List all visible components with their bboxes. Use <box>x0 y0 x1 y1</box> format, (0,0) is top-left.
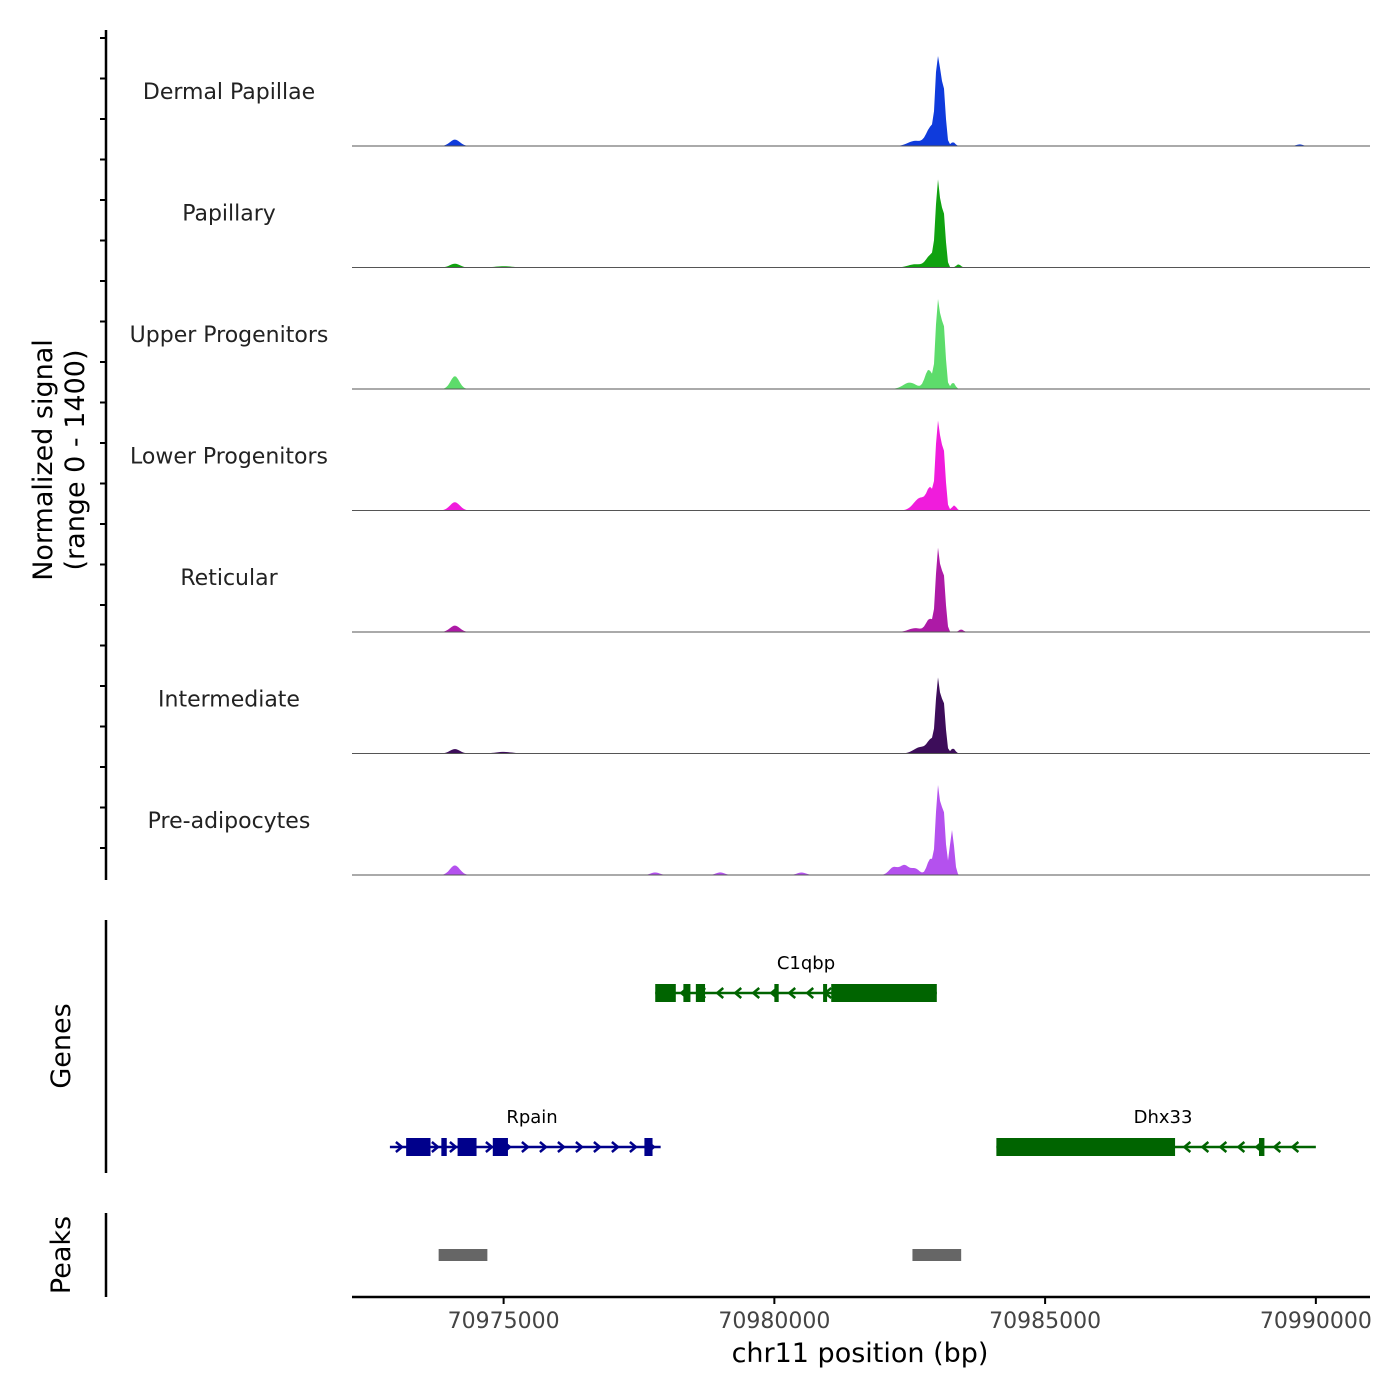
track-label: Pre-adipocytes <box>148 809 311 834</box>
gene-models: C1qbp Rpain Dhx33 <box>389 953 1316 1156</box>
strand-arrow <box>593 1141 602 1153</box>
strand-arrow <box>787 987 797 999</box>
signal-tracks: Dermal Papillae Papillary Upper Progenitor… <box>130 56 1370 876</box>
exon-block <box>492 1138 508 1156</box>
track-upper-progenitors: Upper Progenitors <box>130 299 1370 390</box>
x-axis: 70975000 70980000 70985000 70990000 chr11 p… <box>352 1295 1372 1369</box>
strand-arrow <box>1290 1141 1300 1153</box>
x-tick-label: 70975000 <box>448 1309 560 1334</box>
strand-arrow <box>521 1141 530 1153</box>
strand-arrow <box>557 1141 566 1153</box>
strand-arrow <box>485 1141 494 1153</box>
track-papillary: Papillary <box>182 179 1370 268</box>
signal-area <box>352 299 1370 389</box>
signal-area <box>352 785 1370 875</box>
strand-arrow <box>1272 1141 1282 1153</box>
exon-block <box>1258 1138 1265 1156</box>
track-reticular: Reticular <box>180 547 1370 633</box>
gene-label: Dhx33 <box>1134 1107 1193 1128</box>
gene-c1qbp: C1qbp <box>655 953 937 1002</box>
exon-block <box>441 1138 447 1156</box>
strand-arrow <box>449 1141 458 1153</box>
strand-arrow <box>715 987 725 999</box>
exon-block <box>644 1138 653 1156</box>
signal-area <box>352 56 1370 146</box>
track-intermediate: Intermediate <box>158 677 1370 754</box>
strand-arrow <box>575 1141 584 1153</box>
track-label: Papillary <box>182 202 276 227</box>
x-tick-label: 70980000 <box>718 1309 830 1334</box>
strand-arrow <box>805 987 815 999</box>
strand-arrow <box>1236 1141 1246 1153</box>
gene-label: C1qbp <box>777 953 835 974</box>
strand-arrow <box>629 1141 638 1153</box>
signal-area <box>352 179 1370 268</box>
strand-arrow <box>1200 1141 1210 1153</box>
peaks-panel: Peaks <box>46 1213 962 1297</box>
gene-dhx33: Dhx33 <box>996 1107 1316 1156</box>
strand-arrow <box>539 1141 548 1153</box>
x-axis-label: chr11 position (bp) <box>732 1338 989 1369</box>
genes-y-label: Genes <box>46 1003 77 1088</box>
track-dermal-papillae: Dermal Papillae <box>143 56 1370 147</box>
track-pre-adipocytes: Pre-adipocytes <box>148 785 1370 876</box>
strand-arrow <box>1182 1141 1192 1153</box>
exon-block <box>823 984 828 1002</box>
signal-area <box>352 547 1370 632</box>
x-ticks: 70975000 70980000 70985000 70990000 <box>448 1297 1372 1334</box>
track-label: Reticular <box>180 566 278 591</box>
exon-block <box>774 984 779 1002</box>
track-label: Intermediate <box>158 688 300 713</box>
signal-y-label-line2: (range 0 - 1400) <box>60 350 91 571</box>
genes-panel: Genes C1qbp Rpain Dhx33 <box>46 920 1316 1173</box>
signal-y-ticks <box>100 37 106 849</box>
gene-label: Rpain <box>506 1107 557 1128</box>
signal-panel: Normalized signal (range 0 - 1400) Derma… <box>28 30 1370 880</box>
track-label: Dermal Papillae <box>143 80 315 105</box>
strand-arrow <box>733 987 743 999</box>
track-lower-progenitors: Lower Progenitors <box>130 420 1370 511</box>
exon-block <box>655 984 676 1002</box>
exon-block <box>683 984 691 1002</box>
track-label: Upper Progenitors <box>130 323 329 348</box>
peak-region <box>912 1249 962 1261</box>
strand-arrow <box>751 987 761 999</box>
gene-rpain: Rpain <box>389 1107 661 1156</box>
strand-arrow <box>1218 1141 1228 1153</box>
signal-area <box>352 420 1370 511</box>
strand-arrow <box>611 1141 620 1153</box>
x-tick-label: 70990000 <box>1260 1309 1372 1334</box>
exon-block <box>406 1138 431 1156</box>
signal-area <box>352 677 1370 754</box>
exon-block <box>831 984 937 1002</box>
track-label: Lower Progenitors <box>130 445 328 470</box>
peaks-y-label: Peaks <box>46 1216 77 1294</box>
strand-arrow <box>395 1141 404 1153</box>
peak-region <box>438 1249 488 1261</box>
exon-block <box>996 1138 1176 1156</box>
exon-block <box>695 984 706 1002</box>
signal-y-label-line1: Normalized signal <box>28 339 59 581</box>
exon-block <box>457 1138 477 1156</box>
strand-arrow <box>431 1141 440 1153</box>
x-tick-label: 70985000 <box>989 1309 1101 1334</box>
peak-regions <box>438 1249 962 1261</box>
